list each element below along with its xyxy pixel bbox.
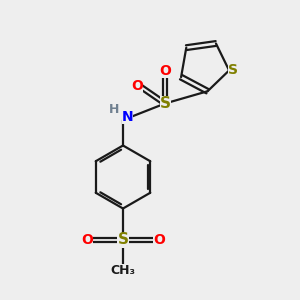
Text: H: H xyxy=(109,103,119,116)
Text: S: S xyxy=(228,63,238,77)
Text: O: O xyxy=(159,64,171,78)
Text: O: O xyxy=(81,233,93,247)
Text: N: N xyxy=(122,110,133,124)
Text: CH₃: CH₃ xyxy=(110,264,136,277)
Text: O: O xyxy=(131,79,143,92)
Text: S: S xyxy=(160,96,170,111)
Text: O: O xyxy=(153,233,165,247)
Text: S: S xyxy=(118,232,128,247)
